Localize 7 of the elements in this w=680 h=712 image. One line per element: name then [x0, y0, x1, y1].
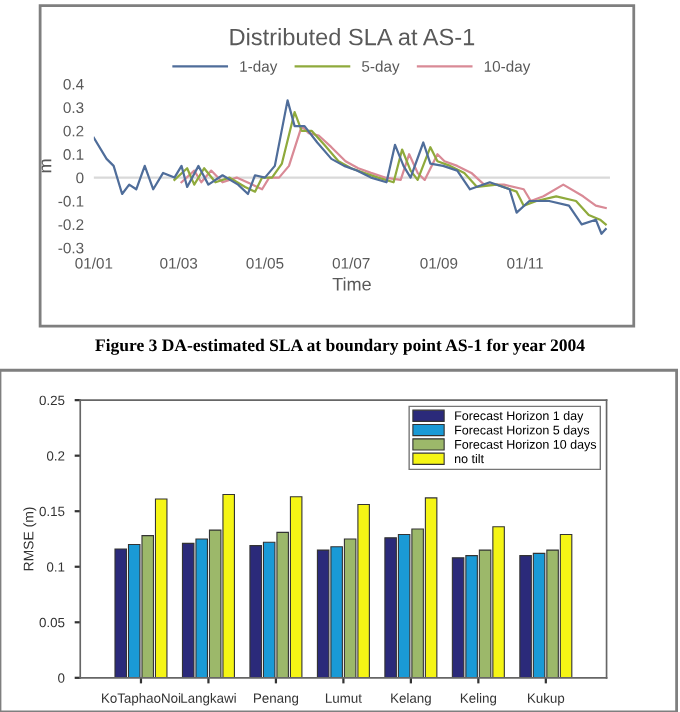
y-axis-title: m	[41, 159, 52, 173]
chart-title: Distributed SLA at AS-1	[230, 28, 475, 46]
line-series	[180, 125, 607, 210]
x-axis-title: Time	[332, 277, 371, 291]
line-series	[93, 99, 607, 235]
caption: Figure 3 DA-estimated SLA at boundary point AS-1 for year 2004	[95, 338, 585, 355]
line-series	[173, 110, 607, 226]
